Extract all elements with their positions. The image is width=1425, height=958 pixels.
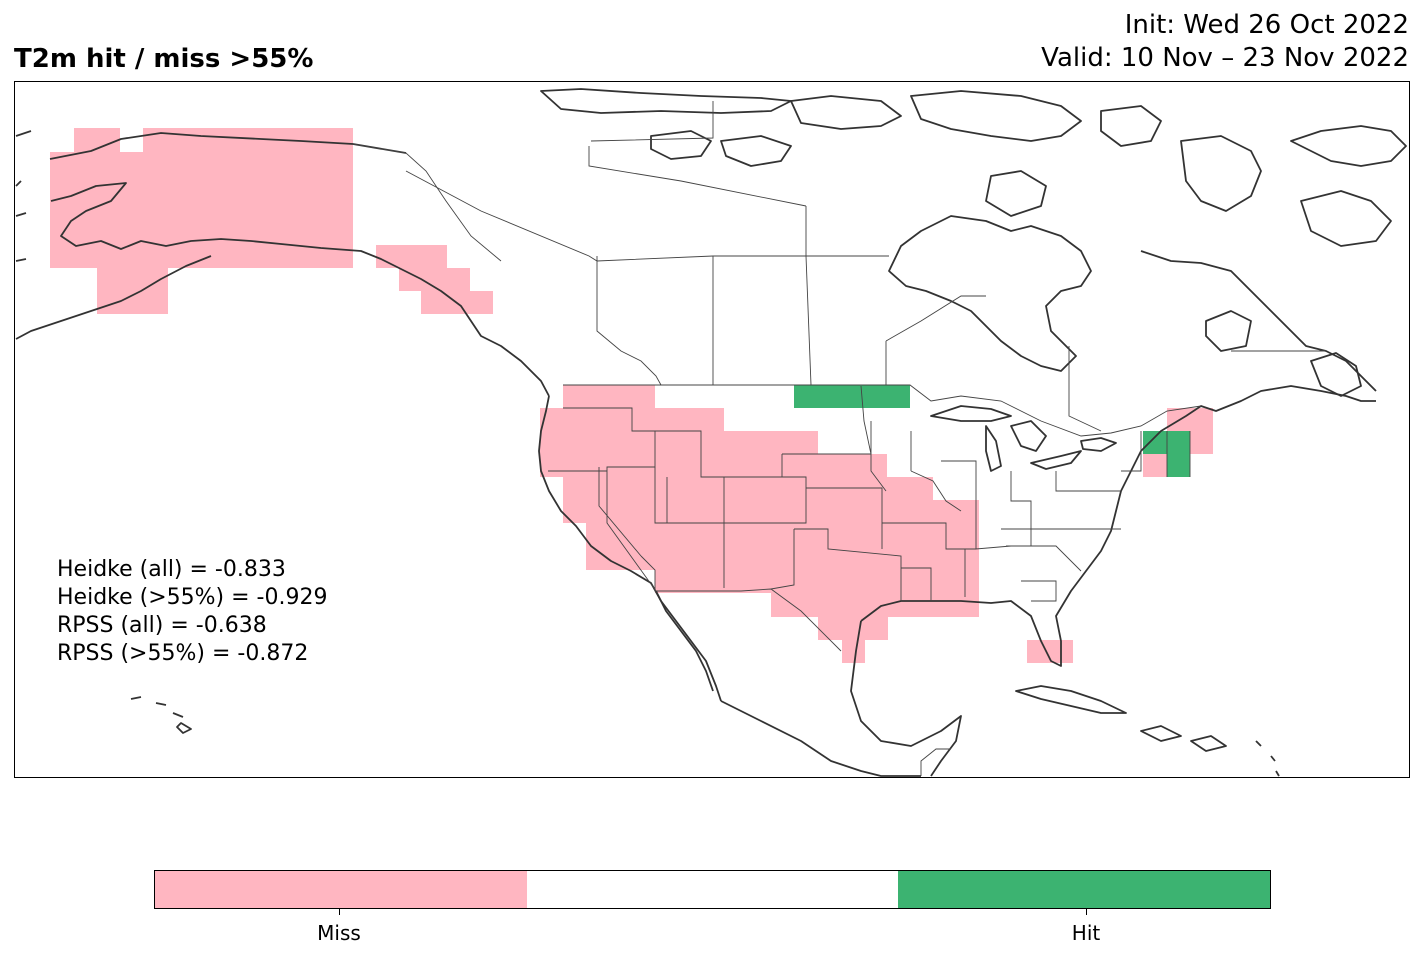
miss-cell-new-england-south (1143, 454, 1167, 477)
map-title: T2m hit / miss >55% (14, 44, 314, 74)
colorbar-label-miss: Miss (317, 921, 361, 945)
miss-cells (50, 128, 1213, 663)
miss-cell-us-west (540, 385, 979, 663)
score-box: Heidke (all) = -0.833 Heidke (>55%) = -0… (57, 556, 327, 668)
hit-cell-vermont-nh (1143, 431, 1190, 477)
miss-cell-alaska-panhandle (376, 245, 493, 314)
score-rpss-all: RPSS (all) = -0.638 (57, 613, 267, 638)
colorbar-segment-hit (898, 871, 1271, 908)
colorbar-segment-neutral (526, 871, 899, 908)
init-date: Init: Wed 26 Oct 2022 (1124, 10, 1409, 40)
score-heidke-all: Heidke (all) = -0.833 (57, 557, 286, 582)
colorbar-tick-miss (339, 909, 340, 915)
north-america-map (15, 88, 1407, 777)
coastlines (15, 88, 1407, 777)
hit-cells (794, 385, 1190, 477)
hit-cell-north-dakota (794, 385, 910, 408)
score-rpss-55: RPSS (>55%) = -0.872 (57, 641, 309, 666)
miss-cell-alaska (50, 128, 353, 314)
valid-period: Valid: 10 Nov – 23 Nov 2022 (1041, 43, 1409, 73)
colorbar-label-hit: Hit (1071, 921, 1101, 945)
colorbar-segment-miss (155, 871, 527, 908)
political-borders (352, 101, 1326, 776)
score-heidke-55: Heidke (>55%) = -0.929 (57, 585, 328, 610)
colorbar-tick-hit (1086, 909, 1087, 915)
colorbar (154, 870, 1271, 909)
map-frame (14, 81, 1410, 778)
